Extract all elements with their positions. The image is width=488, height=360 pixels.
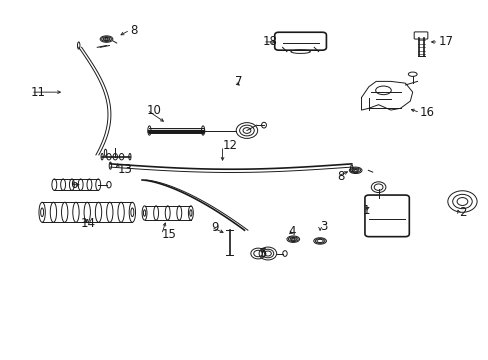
Text: 8: 8 — [336, 170, 344, 183]
Text: 4: 4 — [288, 225, 295, 238]
Text: 18: 18 — [263, 35, 277, 49]
Text: 7: 7 — [234, 75, 242, 88]
Text: 5: 5 — [259, 247, 266, 260]
Text: 17: 17 — [438, 35, 453, 49]
Text: 6: 6 — [70, 178, 77, 191]
Text: 12: 12 — [222, 139, 237, 152]
Text: 13: 13 — [118, 163, 132, 176]
Text: 11: 11 — [31, 86, 46, 99]
Text: 2: 2 — [458, 207, 466, 220]
Text: 9: 9 — [211, 221, 219, 234]
Text: 8: 8 — [130, 24, 137, 37]
Text: 1: 1 — [362, 204, 369, 217]
Text: 10: 10 — [147, 104, 162, 117]
Text: 16: 16 — [419, 106, 434, 119]
Text: 3: 3 — [320, 220, 327, 233]
Text: 14: 14 — [81, 217, 96, 230]
Text: 15: 15 — [161, 228, 176, 241]
